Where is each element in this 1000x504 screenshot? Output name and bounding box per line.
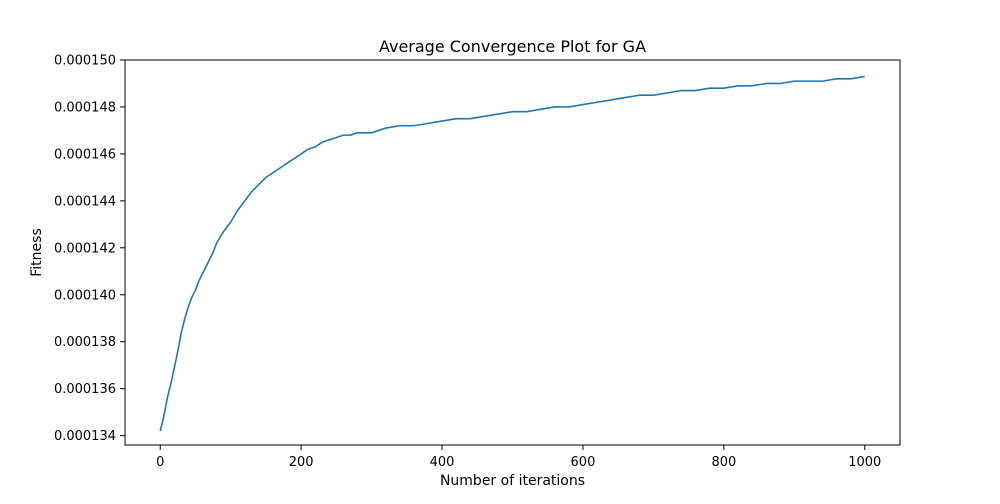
x-tick-label: 400 [430, 455, 455, 470]
x-axis-label: Number of iterations [440, 473, 585, 489]
y-axis-label: Fitness [29, 228, 45, 277]
y-tick-label: 0.000148 [54, 100, 116, 115]
y-tick-label: 0.000150 [54, 54, 116, 69]
y-tick-label: 0.000134 [54, 429, 116, 444]
series-line-0 [159, 75, 865, 432]
y-tick-label: 0.000136 [54, 382, 116, 397]
y-tick-label: 0.000142 [54, 241, 116, 256]
x-axis: 0 200 400 600 800 1000 [156, 445, 881, 470]
y-axis: 0.000134 0.000136 0.000138 0.000140 0.000142… [54, 54, 125, 444]
plot-frame [124, 59, 901, 446]
x-tick-label: 200 [289, 455, 314, 470]
x-tick-label: 800 [711, 455, 736, 470]
plot-line-layer [159, 75, 865, 432]
x-tick-label: 1000 [848, 455, 881, 470]
y-tick-label: 0.000144 [54, 194, 116, 209]
x-tick-label: 600 [571, 455, 596, 470]
y-tick-label: 0.000146 [54, 147, 116, 162]
y-tick-label: 0.000140 [54, 288, 116, 303]
x-tick-label: 0 [156, 455, 164, 470]
chart-title: Average Convergence Plot for GA [379, 37, 646, 56]
y-tick-label: 0.000138 [54, 335, 116, 350]
